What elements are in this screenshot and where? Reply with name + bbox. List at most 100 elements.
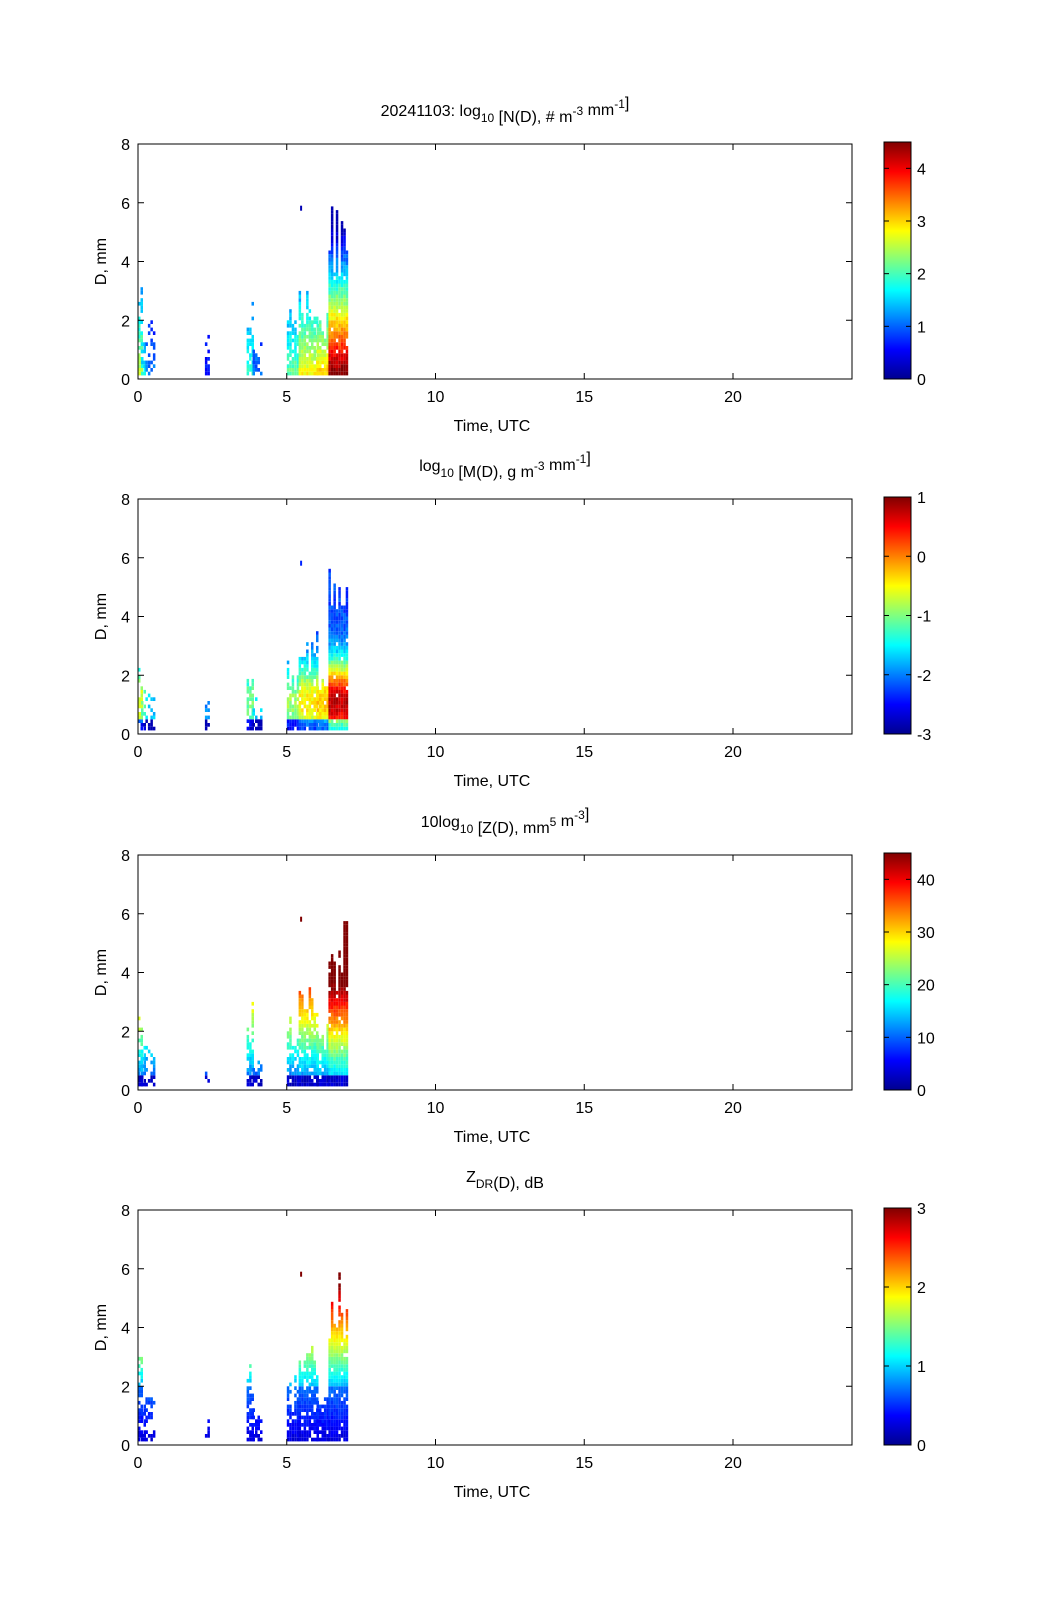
heatmap-cell	[333, 1060, 336, 1065]
heatmap-cell	[308, 353, 312, 357]
heatmap-cell	[316, 342, 319, 346]
heatmap-cell	[301, 357, 304, 361]
heatmap-cell	[330, 645, 334, 650]
heatmap-cell	[286, 1393, 290, 1398]
heatmap-cell	[345, 693, 349, 698]
heatmap-cell	[138, 1071, 141, 1076]
heatmap-cell	[335, 316, 339, 321]
heatmap-cell	[306, 305, 309, 310]
colorbar-tick-label: -2	[917, 668, 931, 685]
heatmap-cell	[143, 1434, 146, 1438]
heatmap-cell	[330, 957, 334, 962]
heatmap-cell	[335, 294, 339, 299]
heatmap-cell	[343, 342, 346, 346]
heatmap-cell	[140, 715, 143, 720]
heatmap-cell	[316, 1075, 319, 1079]
heatmap-cell	[291, 704, 295, 709]
heatmap-cell	[335, 331, 339, 335]
heatmap-cell	[343, 1356, 346, 1361]
heatmap-cell	[303, 334, 307, 339]
heatmap-cell	[335, 353, 339, 357]
heatmap-cell	[345, 954, 349, 958]
heatmap-cell	[294, 715, 297, 720]
heatmap-cell	[319, 349, 322, 354]
heatmap-cell	[345, 257, 349, 262]
heatmap-cell	[335, 1378, 339, 1383]
heatmap-cell	[333, 1005, 336, 1010]
heatmap-cell	[338, 715, 341, 720]
heatmap-cell	[296, 364, 300, 368]
heatmap-cell	[150, 327, 153, 332]
heatmap-cell	[207, 349, 210, 354]
heatmap-cell	[246, 678, 250, 683]
heatmap-cell	[345, 1045, 349, 1050]
heatmap-cell	[338, 1005, 341, 1010]
heatmap-cell	[152, 331, 156, 335]
heatmap-cell	[338, 1075, 341, 1079]
heatmap-cell	[330, 1045, 334, 1050]
heatmap-cell	[319, 1079, 322, 1083]
heatmap-cell	[338, 634, 341, 639]
heatmap-cell	[246, 1068, 250, 1072]
heatmap-cell	[150, 368, 153, 372]
heatmap-cell	[330, 360, 334, 365]
heatmap-cell	[298, 301, 302, 306]
heatmap-cell	[340, 265, 344, 269]
heatmap-cell	[311, 1393, 314, 1398]
heatmap-cell	[343, 634, 346, 639]
heatmap-cell	[330, 1349, 334, 1354]
heatmap-cell	[313, 671, 316, 676]
heatmap-cell	[313, 675, 316, 679]
heatmap-cell	[335, 1060, 339, 1065]
heatmap-cell	[328, 693, 331, 698]
heatmap-cell	[301, 342, 304, 346]
heatmap-cell	[343, 701, 346, 705]
heatmap-cell	[308, 1404, 312, 1409]
heatmap-cell	[301, 719, 304, 723]
heatmap-cell	[306, 349, 309, 354]
heatmap-cell	[340, 972, 344, 977]
heatmap-cell	[319, 712, 322, 716]
heatmap-cell	[323, 338, 327, 343]
heatmap-cell	[335, 357, 339, 361]
heatmap-cell	[343, 678, 346, 683]
heatmap-cell	[308, 368, 312, 372]
heatmap-cell	[311, 697, 314, 701]
heatmap-cell	[301, 1400, 304, 1405]
heatmap-cell	[338, 301, 341, 306]
heatmap-cell	[328, 1064, 331, 1068]
heatmap-cell	[298, 660, 302, 665]
heatmap-cell	[246, 704, 250, 709]
heatmap-cell	[333, 294, 336, 299]
heatmap-cell	[330, 1079, 334, 1083]
heatmap-cell	[335, 272, 339, 277]
heatmap-cell	[289, 704, 292, 709]
heatmap-cell	[335, 660, 339, 665]
heatmap-cell	[328, 257, 331, 262]
heatmap-cell	[298, 1378, 302, 1383]
heatmap-cell	[301, 712, 304, 716]
heatmap-cell	[340, 368, 344, 372]
heatmap-cell	[343, 1031, 346, 1035]
heatmap-cell	[140, 1079, 143, 1083]
heatmap-cell	[326, 704, 329, 709]
heatmap-cell	[303, 1034, 307, 1039]
heatmap-cell	[138, 704, 141, 709]
heatmap-cell	[340, 1038, 344, 1043]
heatmap-cell	[323, 371, 327, 376]
heatmap-cell	[246, 349, 250, 354]
heatmap-cell	[140, 1430, 143, 1434]
panel-title: ZDR(D), dB	[466, 1169, 544, 1192]
heatmap-cell	[311, 1009, 314, 1013]
heatmap-cell	[340, 261, 344, 266]
heatmap-cell	[335, 327, 339, 332]
heatmap-cell	[143, 364, 146, 368]
heatmap-cell	[338, 1353, 341, 1357]
heatmap-cell	[257, 1419, 260, 1423]
heatmap-cell	[328, 268, 331, 273]
heatmap-cell	[343, 1075, 346, 1079]
heatmap-cell	[296, 1437, 300, 1442]
heatmap-cell	[335, 689, 339, 694]
colorbar-tick-label: 1	[917, 319, 926, 336]
heatmap-cell	[328, 1389, 331, 1394]
